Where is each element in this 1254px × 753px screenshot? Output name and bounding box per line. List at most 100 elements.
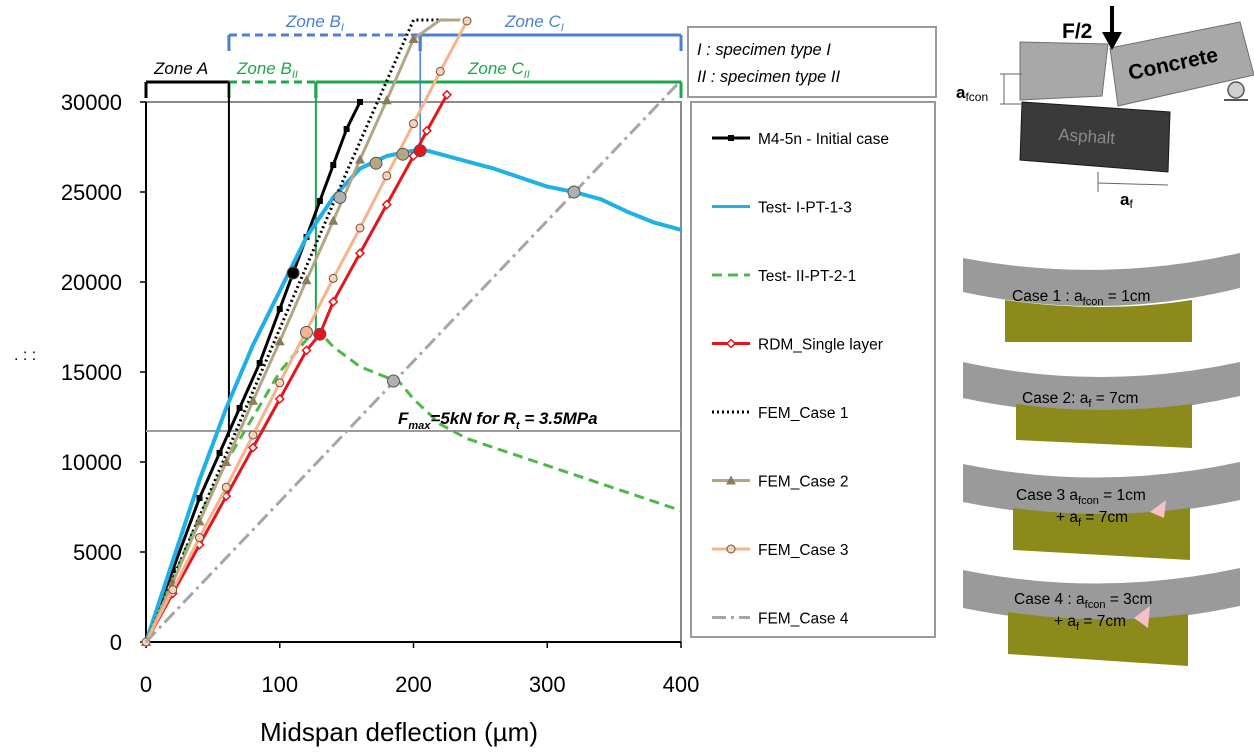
x-tick-label: 400: [663, 672, 700, 697]
y-tick-label: 25000: [61, 180, 122, 205]
highlight-point: [286, 266, 300, 280]
legend-label: FEM_Case 3: [758, 542, 848, 559]
data-point: [343, 126, 350, 132]
concrete-left-block: [1019, 41, 1109, 101]
series-7: [144, 79, 683, 644]
case-4-label-line1: Case 4 : afcon = 3cm: [1014, 591, 1152, 611]
data-point: [276, 306, 283, 312]
case-3-asphalt: [1013, 508, 1190, 560]
legend-item: FEM_Case 3: [712, 542, 848, 559]
series-3: [140, 89, 452, 648]
x-tick-label: 0: [140, 672, 152, 697]
series-line: [144, 79, 683, 644]
y-tick-label: 30000: [61, 90, 122, 115]
data-point: [301, 345, 312, 356]
data-point: [462, 16, 472, 26]
series-line: [144, 18, 441, 643]
case-4-crack: [1134, 606, 1150, 628]
x-tick-label: 100: [261, 672, 298, 697]
y-tick-label: 10000: [61, 450, 122, 475]
legend-item: FEM_Case 4: [712, 611, 849, 628]
case-3-diagram: Case 3 afcon = 1cm + af = 7cm: [963, 462, 1240, 560]
zone-layer: Zone A Zone BI Zone CI Zone BII Zone CII: [144, 12, 683, 437]
specimen-note-box: [687, 26, 937, 98]
specimen-note-line1: I : specimen type I: [697, 41, 831, 59]
highlight-point: [413, 144, 427, 158]
series-2: [144, 330, 682, 643]
data-point: [248, 430, 258, 440]
series-0: [143, 99, 363, 645]
series-layer: [140, 16, 683, 648]
series-1: [144, 148, 682, 643]
legend-item: FEM_Case 2: [712, 474, 848, 491]
case-1-concrete: [963, 253, 1240, 307]
case-1-label: Case 1 : afcon = 1cm: [1012, 288, 1150, 308]
highlight-point: [369, 156, 383, 170]
legend-label: M4-5n - Initial case: [758, 131, 889, 148]
case-2-concrete: [963, 362, 1240, 413]
case-1-diagram: Case 1 : afcon = 1cm: [963, 253, 1240, 342]
data-point: [301, 275, 312, 285]
data-point: [355, 223, 365, 233]
data-point: [221, 482, 231, 492]
case-2-diagram: Case 2: af = 7cm: [963, 362, 1240, 448]
legend-marker: [726, 475, 736, 485]
data-point: [169, 567, 176, 573]
highlight-point: [567, 185, 581, 199]
data-point: [328, 273, 338, 283]
legend-label: FEM_Case 2: [758, 474, 848, 491]
data-point: [275, 378, 285, 388]
case-2-label: Case 2: af = 7cm: [1022, 390, 1138, 410]
data-point: [168, 585, 178, 595]
legend-label: RDM_Single layer: [758, 337, 883, 354]
legend: M4-5n - Initial case Test- I-PT-1-3 Test- …: [712, 131, 889, 628]
legend-label: Test- I-PT-1-3: [758, 200, 852, 217]
series-line: [144, 101, 362, 643]
force-arrowhead: [1102, 32, 1122, 50]
support-roller: [1227, 81, 1245, 99]
legend-marker: [725, 338, 737, 349]
data-point: [274, 393, 285, 405]
afcon-label: afcon: [956, 83, 988, 104]
highlight-point: [386, 374, 400, 388]
case-4-asphalt: [1008, 612, 1188, 666]
plot-area: [145, 101, 682, 643]
data-point: [248, 395, 258, 405]
data-point: [247, 442, 259, 453]
highlight-point: [396, 147, 410, 161]
legend-item: Test- II-PT-2-1: [712, 268, 856, 285]
legend-marker: [728, 135, 734, 141]
data-point: [328, 215, 339, 225]
data-point: [355, 154, 365, 164]
beam-schematic: Concrete Asphalt F/2 afcon af: [956, 6, 1254, 211]
data-point: [316, 198, 323, 204]
data-point: [221, 457, 232, 466]
force-label: F/2: [1062, 20, 1092, 43]
data-point: [194, 516, 205, 526]
asphalt-block: [1019, 101, 1171, 173]
series-4: [144, 18, 441, 643]
data-point: [381, 95, 392, 105]
x-tick-label: 300: [529, 672, 566, 697]
legend-label: FEM_Case 4: [758, 611, 849, 628]
legend-label: FEM_Case 1: [758, 405, 848, 422]
asphalt-label: Asphalt: [1058, 125, 1116, 148]
zone-b-i-label: Zone BI: [285, 12, 344, 34]
highlight-layer: [286, 144, 581, 388]
case-2-asphalt: [1016, 404, 1192, 448]
concrete-right-block: [1109, 21, 1254, 107]
data-point: [441, 89, 452, 100]
data-point: [357, 99, 363, 105]
highlight-point: [333, 190, 347, 204]
tick-layer: 0 100 200 300 400 0 5000 10000 15000 20000 25000 30…: [61, 90, 700, 697]
data-point: [409, 119, 418, 129]
data-point: [196, 495, 203, 501]
case-4-concrete: [963, 568, 1240, 622]
y-tick-label: 0: [110, 630, 122, 655]
zone-b-ii-label: Zone BII: [236, 59, 298, 81]
data-point: [328, 296, 339, 307]
zone-a-label: Zone A: [153, 59, 208, 78]
x-tick-label: 200: [395, 672, 432, 697]
fmax-annotation: Fmax=5kN for Rt = 3.5MPa: [398, 409, 598, 432]
